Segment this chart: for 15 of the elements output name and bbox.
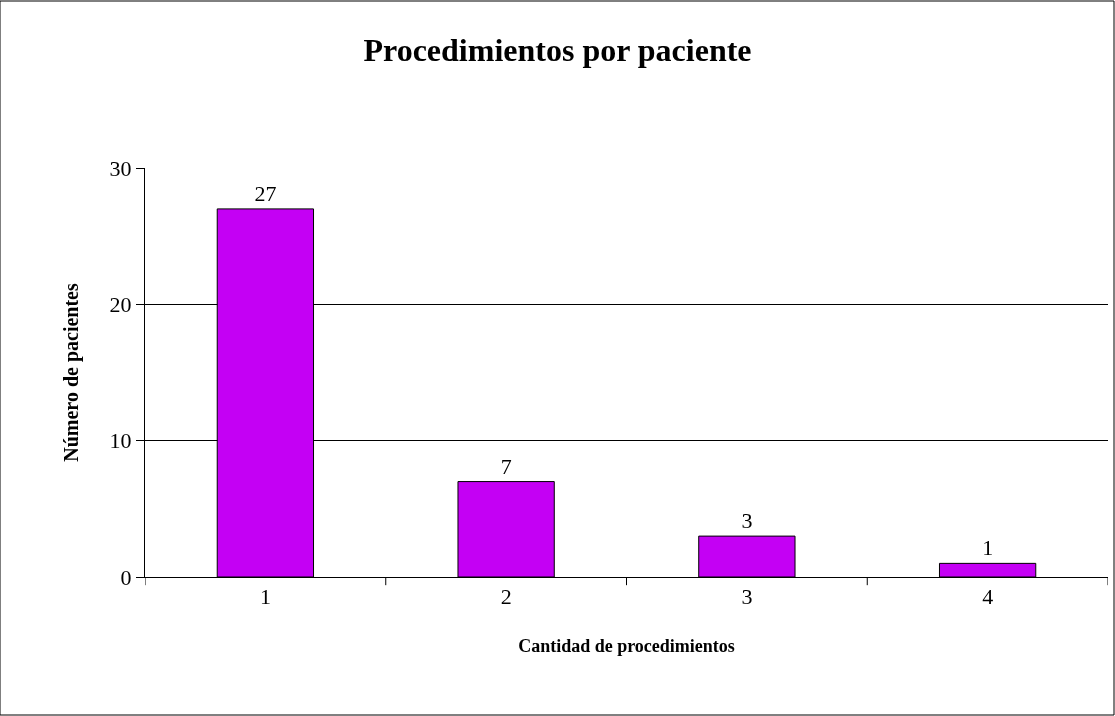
x-tick-label: 4 [982,584,994,610]
x-tick-label: 1 [259,584,271,610]
data-label: 7 [500,453,512,479]
x-tick-label: 2 [500,584,512,610]
y-axis-title: Número de pacientes [60,283,84,462]
x-tick-label: 3 [741,584,753,610]
x-axis-title: Cantidad de procedimientos [518,635,735,656]
data-label: 1 [982,535,994,561]
y-tick-label: 30 [109,155,132,181]
chart-title: Procedimientos por paciente [363,32,752,69]
y-tick-label: 0 [120,564,132,590]
data-label: 3 [741,508,753,534]
y-tick-label: 20 [109,292,132,318]
y-tick-label: 10 [109,428,132,454]
data-label: 27 [254,180,277,206]
